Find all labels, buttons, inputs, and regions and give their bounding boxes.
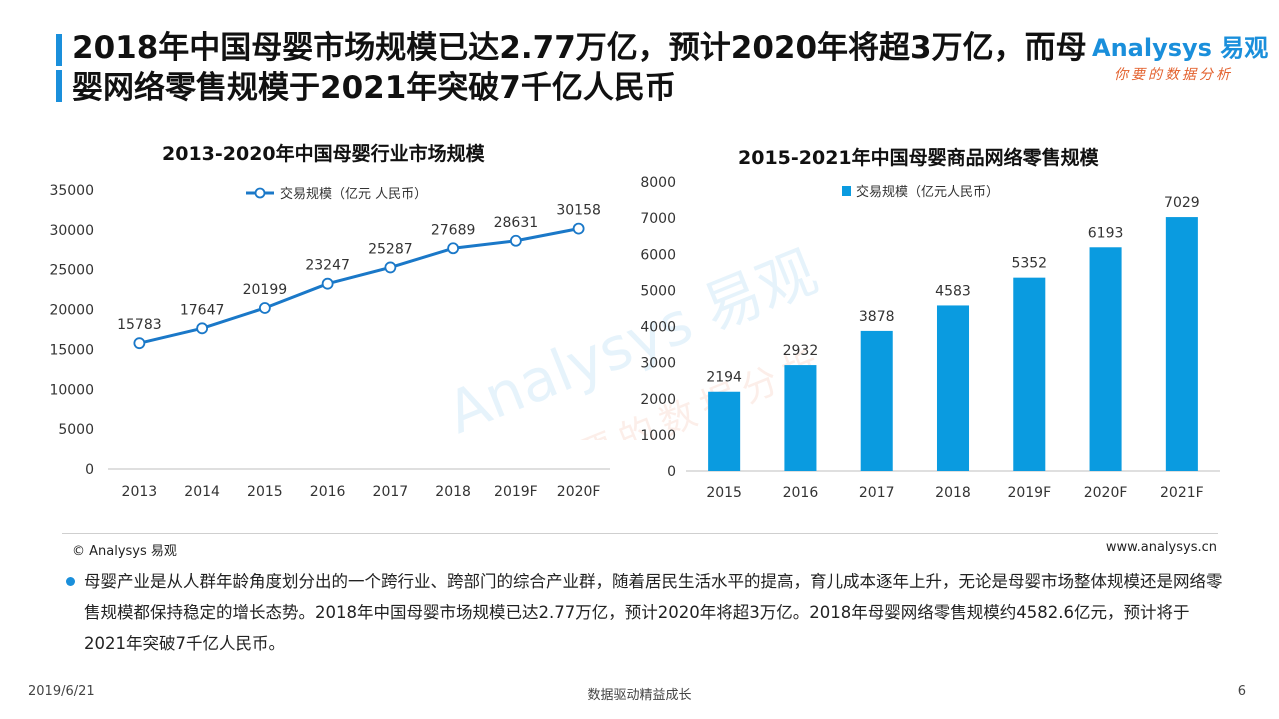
data-point [258,302,271,314]
copyright-text: © Analysys 易观 [72,544,177,559]
x-tick-label: 2020F [1084,485,1128,501]
data-label: 25287 [368,241,413,257]
y-tick-label: 7000 [640,211,676,227]
y-tick-label: 10000 [49,382,94,398]
data-label: 6193 [1088,225,1124,241]
data-label: 27689 [431,222,476,238]
data-label: 7029 [1164,195,1200,211]
x-tick-label: 2015 [706,485,742,501]
data-label: 4583 [935,283,971,299]
y-tick-label: 0 [667,464,676,480]
x-tick-label: 2017 [859,485,895,501]
data-point [572,222,585,235]
y-tick-label: 30000 [49,223,94,239]
y-tick-label: 6000 [640,247,676,263]
title-accent-bar [56,70,62,102]
data-label: 2932 [783,343,819,359]
line-chart: 0 5000 10000 15000 20000 25000 30000 35000 2013 2… [49,183,610,500]
data-point [447,242,460,255]
bar [1013,277,1046,471]
bar [1165,217,1198,471]
summary-text: 母婴产业是从人群年龄角度划分出的一个跨行业、跨部门的综合产业群，随着居民生活水平… [84,572,1223,653]
footer-date: 2019/6/21 [28,684,95,699]
y-tick-label: 5000 [58,422,94,438]
bar [708,391,741,471]
data-point [509,234,522,247]
y-tick-label: 5000 [640,283,676,299]
bar [936,305,970,471]
data-label: 15783 [117,317,162,333]
bar-chart: 0 1000 2000 3000 4000 5000 6000 7000 8000 2194 201… [640,175,1220,501]
data-label: 28631 [494,215,539,231]
x-tick-label: 2016 [783,485,819,501]
x-tick-label: 2018 [435,484,471,500]
y-tick-label: 3000 [640,356,676,372]
legend-label: 交易规模（亿元 人民币） [280,186,427,202]
bullet-icon [66,577,75,586]
x-tick-label: 2013 [122,484,158,500]
data-label: 3878 [859,309,895,325]
y-tick-label: 1000 [640,428,676,444]
data-point [384,261,397,274]
logo-sub-text: 你要的数据分析 [1114,67,1233,83]
data-point [133,337,146,350]
page-number: 6 [1237,684,1246,699]
page-title: 2018年中国母婴市场规模已达2.77万亿，预计2020年将超3万亿，而母婴网络… [72,30,1087,106]
legend-marker [254,187,266,199]
data-label: 5352 [1011,256,1047,272]
bar [784,365,817,471]
data-point [321,277,334,290]
analysys-logo: Analysys 易观 你要的数据分析 [1092,28,1268,88]
logo-main-text: Analysys 易观 [1092,34,1269,62]
y-tick-label: 4000 [640,320,676,336]
title-accent-bar [56,34,62,66]
x-tick-label: 2017 [373,484,409,500]
x-tick-label: 2016 [310,484,346,500]
data-label: 30158 [556,203,601,219]
data-label: 2194 [706,370,742,386]
data-label: 17647 [180,302,225,318]
y-tick-label: 0 [85,462,94,478]
x-tick-label: 2014 [184,484,220,500]
website-link[interactable]: www.analysys.cn [1105,540,1217,555]
footer-divider [62,533,1218,534]
y-tick-label: 15000 [49,342,94,358]
x-tick-label: 2021F [1160,485,1204,501]
x-tick-label: 2015 [247,484,283,500]
data-point [196,322,209,335]
x-tick-label: 2019F [1007,485,1051,501]
footer-slogan: 数据驱动精益成长 [587,688,692,703]
legend-swatch [842,186,851,196]
x-tick-label: 2018 [935,485,971,501]
x-tick-label: 2020F [557,484,601,500]
y-tick-label: 25000 [49,263,94,279]
y-tick-label: 35000 [49,183,94,199]
y-tick-label: 20000 [49,303,94,319]
legend-label: 交易规模（亿元人民币） [856,184,999,200]
y-tick-label: 2000 [640,392,676,408]
x-tick-label: 2019F [494,484,538,500]
line-chart-title: 2013-2020年中国母婴行业市场规模 [162,143,485,165]
data-label: 23247 [305,258,350,274]
series-line [139,227,579,345]
bar-chart-title: 2015-2021年中国母婴商品网络零售规模 [738,147,1099,169]
bar [860,330,893,471]
y-tick-label: 8000 [640,175,676,191]
data-label: 20199 [243,282,288,298]
bar [1089,247,1122,471]
